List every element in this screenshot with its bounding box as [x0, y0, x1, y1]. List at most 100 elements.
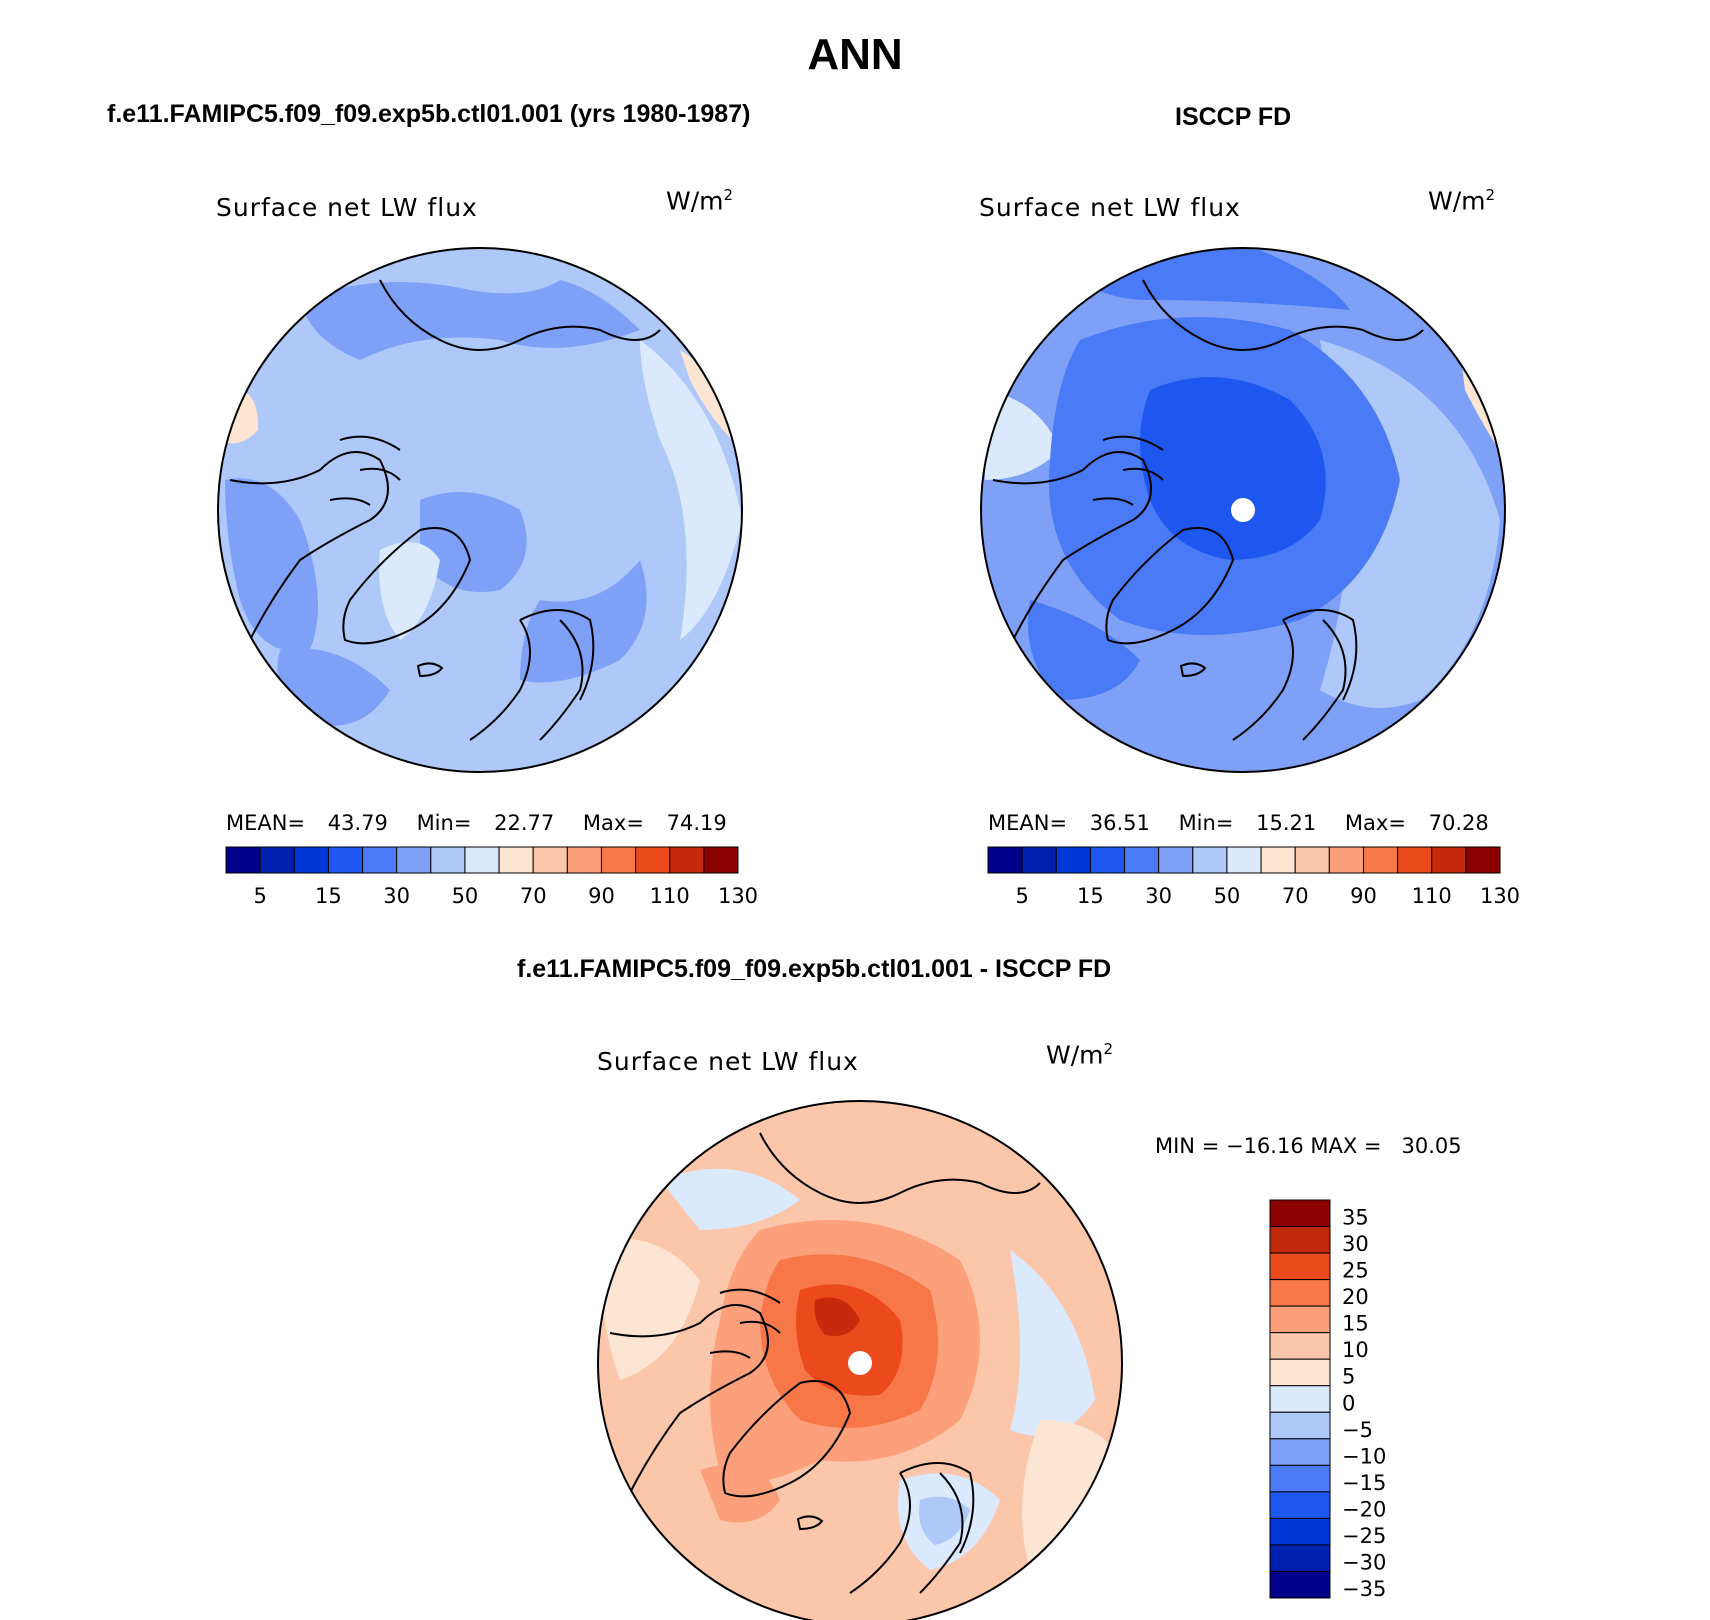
model-colorbar-label: 30	[383, 884, 410, 908]
obs-colorbar-label: 110	[1412, 884, 1452, 908]
diff-map-border	[597, 1100, 1123, 1620]
diff-colorbar-label: −20	[1342, 1497, 1386, 1521]
obs-stats: MEAN= 36.51 Min= 15.21 Max= 70.28	[988, 811, 1489, 835]
model-colorbar-box	[566, 846, 602, 874]
obs-map-title: Surface net LW flux	[979, 193, 1241, 222]
diff-map-cool-east	[1010, 1250, 1095, 1436]
diff-colorbar-box	[1269, 1226, 1331, 1254]
model-colorbar-label: 15	[315, 884, 342, 908]
obs-coast-scandinavia	[1282, 609, 1358, 701]
diff-colorbar-label: 15	[1342, 1312, 1369, 1336]
obs-map-core	[1140, 377, 1326, 560]
obs-map-border	[980, 247, 1506, 773]
diff-coast-europe	[849, 1472, 964, 1594]
diff-map-title: Surface net LW flux	[597, 1047, 859, 1076]
model-colorbar-box	[225, 846, 261, 874]
obs-min-label: Min=	[1178, 811, 1234, 835]
diff-colorbar-label: 25	[1342, 1259, 1369, 1283]
model-colorbar-box	[396, 846, 432, 874]
obs-colorbar-box	[1021, 846, 1057, 874]
obs-units: W/m2	[1428, 186, 1495, 215]
model-colorbar-box	[498, 846, 534, 874]
model-min-label: Min=	[416, 811, 472, 835]
model-units-text: W/m	[666, 186, 724, 216]
model-colorbar-label: 70	[520, 884, 547, 908]
model-min-value: 22.77	[494, 811, 555, 835]
obs-colorbar-label: 90	[1350, 884, 1377, 908]
diff-colorbar-label: 10	[1342, 1338, 1369, 1362]
model-colorbar-box	[669, 846, 705, 874]
model-colorbar-box	[327, 846, 364, 874]
model-map-mid-west	[225, 478, 318, 652]
obs-colorbar-label: 70	[1282, 884, 1309, 908]
obs-colorbar-box	[1260, 846, 1296, 874]
diff-colorbar-box	[1269, 1358, 1331, 1387]
obs-colorbar-label: 30	[1145, 884, 1172, 908]
obs-pole-marker	[1231, 498, 1255, 522]
diff-coastlines	[609, 1132, 1041, 1594]
model-coast-europe	[469, 619, 584, 741]
obs-max-label: Max=	[1344, 811, 1406, 835]
model-coast-siberia	[379, 279, 661, 351]
model-colorbar-label: 110	[650, 884, 690, 908]
obs-colorbar-box	[1226, 846, 1262, 874]
model-colorbar-box	[600, 846, 637, 874]
diff-colorbar-box	[1269, 1252, 1331, 1281]
model-map-warm-east	[680, 350, 742, 450]
obs-max-value: 70.28	[1428, 811, 1489, 835]
model-coast-greenland	[342, 527, 472, 645]
diff-colorbar-label: 20	[1342, 1285, 1369, 1309]
model-map-light-greenland	[379, 542, 440, 640]
diff-colorbar-box	[1269, 1491, 1331, 1519]
diff-map-light-east	[1022, 1420, 1120, 1570]
model-map-mid-north	[300, 280, 640, 360]
model-coast-iceland	[416, 662, 444, 678]
model-mean-label: MEAN=	[226, 811, 306, 835]
model-map-title: Surface net LW flux	[216, 193, 478, 222]
diff-colorbar-label: −15	[1342, 1471, 1386, 1495]
obs-colorbar-box	[1431, 846, 1467, 874]
model-colorbar-box	[293, 846, 329, 874]
diff-coast-canada	[609, 1304, 769, 1494]
diff-colorbar-label: −30	[1342, 1550, 1386, 1574]
obs-colorbar-box	[1192, 846, 1228, 874]
obs-colorbar-box	[1158, 846, 1194, 874]
model-panel-header: f.e11.FAMIPC5.f09_f09.exp5b.ctl01.001 (y…	[107, 100, 751, 128]
model-colorbar-label: 50	[452, 884, 479, 908]
obs-map-lighter-west	[985, 390, 1060, 480]
diff-units-text: W/m	[1046, 1040, 1104, 1070]
diff-colorbar-label: −25	[1342, 1524, 1386, 1548]
diff-pole-marker	[848, 1351, 872, 1375]
diff-colorbar-box	[1269, 1464, 1331, 1493]
obs-colorbar-box	[1397, 846, 1433, 874]
diff-colorbar-label: 30	[1342, 1232, 1369, 1256]
model-colorbar-box	[464, 846, 500, 874]
model-colorbar-label: 5	[253, 884, 266, 908]
diff-colorbar-box	[1269, 1199, 1331, 1228]
obs-coast-europe	[1232, 619, 1347, 741]
model-colorbar-box	[362, 846, 398, 874]
model-colorbar-label: 90	[588, 884, 615, 908]
obs-coastlines	[992, 279, 1424, 741]
model-colorbar-box	[532, 846, 568, 874]
obs-coast-archipelago	[1092, 435, 1164, 506]
obs-colorbar: 5 15 30 50 70 90 110 130	[987, 846, 1520, 908]
diff-coast-siberia	[759, 1132, 1041, 1204]
obs-colorbar-box	[1465, 846, 1501, 874]
obs-colorbar-label: 50	[1214, 884, 1241, 908]
obs-colorbar-box	[1124, 846, 1160, 874]
model-colorbar-box	[259, 846, 295, 874]
model-units-sup: 2	[723, 186, 734, 204]
diff-coast-scandinavia	[899, 1462, 975, 1554]
diff-coast-archipelago	[709, 1288, 781, 1359]
diff-stats: MIN = −16.16 MAX = 30.05	[1155, 1134, 1462, 1158]
model-coastlines	[229, 279, 661, 741]
diff-panel-header: f.e11.FAMIPC5.f09_f09.exp5b.ctl01.001 - …	[517, 955, 1112, 983]
model-coast-scandinavia	[519, 609, 595, 701]
obs-colorbar-label: 130	[1480, 884, 1520, 908]
model-stats: MEAN= 43.79 Min= 22.77 Max= 74.19	[226, 811, 727, 835]
model-units: W/m2	[666, 186, 733, 215]
diff-colorbar-box	[1269, 1279, 1331, 1307]
model-map	[218, 248, 742, 772]
